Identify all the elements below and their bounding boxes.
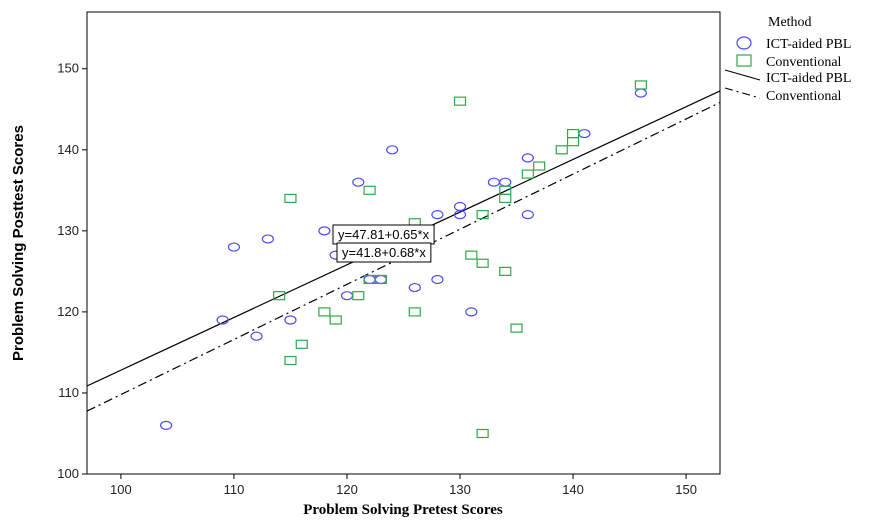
point-ict-aided-pbl [408,282,421,293]
point-ict-aided-pbl [431,274,444,285]
point-conventional [499,193,512,204]
x-tick-label: 130 [449,482,471,497]
point-conventional [453,96,467,106]
point-ict-aided-pbl [227,242,241,252]
legend-dashdot-line-icon [724,87,761,99]
y-axis-title: Problem Solving Posttest Scores [10,125,27,361]
point-conventional [566,128,580,139]
legend-item-label: ICT-aided PBL [766,37,851,52]
x-tick-label: 100 [110,482,132,497]
point-ict-aided-pbl [521,153,534,163]
point-ict-aided-pbl [352,177,365,187]
legend-solid-line-icon [724,69,761,81]
x-axis: 100 110 120 130 140 150 [110,474,697,497]
x-tick-label: 150 [675,482,697,497]
x-tick-label: 110 [224,482,245,497]
point-conventional [363,185,376,195]
point-conventional [555,145,568,155]
point-ict-aided-pbl [250,331,263,341]
point-conventional [284,193,297,204]
point-conventional [634,80,647,90]
point-ict-aided-pbl [465,307,478,317]
point-conventional [329,315,342,325]
x-axis-title: Problem Solving Pretest Scores [303,502,503,518]
point-ict-aided-pbl [386,145,399,155]
point-conventional [465,250,478,260]
x-tick-label: 120 [336,482,358,497]
legend-item-label: Conventional [766,55,842,70]
point-conventional [499,266,512,276]
fit-line-conventional [87,101,720,412]
equation-label: y=47.81+0.65*x [338,227,430,242]
point-ict-aided-pbl [431,210,444,220]
legend-title: Method [768,15,812,30]
legend-item-label: ICT-aided PBL [766,71,851,86]
y-tick-label: 100 [57,466,79,481]
point-conventional [374,274,387,285]
data-points [160,80,647,439]
point-conventional [284,355,297,366]
y-tick-label: 120 [57,304,79,319]
y-tick-label: 150 [57,61,79,76]
legend-item-label: Conventional [766,89,842,104]
y-tick-label: 140 [57,142,79,157]
point-ict-aided-pbl [284,315,297,325]
point-conventional [476,428,489,439]
point-ict-aided-pbl [318,226,331,236]
point-ict-aided-pbl [453,210,467,220]
point-conventional [295,339,308,349]
equation-labels: y=47.81+0.65*x y=41.8+0.68*x [332,224,435,263]
point-conventional [510,323,523,333]
y-axis: 100 110 120 130 140 150 [57,61,87,481]
equation-label: y=41.8+0.68*x [342,245,426,260]
y-tick-label: 130 [57,223,79,238]
point-conventional [476,210,489,220]
point-conventional [476,258,489,268]
point-ict-aided-pbl [521,210,534,220]
point-conventional [273,291,286,301]
point-ict-aided-pbl [160,420,173,430]
equation-box [336,242,432,263]
legend-circle-icon [736,36,752,50]
point-conventional [318,307,331,317]
point-conventional [352,291,365,301]
point-conventional [521,169,534,179]
point-ict-aided-pbl [261,234,274,244]
point-ict-aided-pbl [216,315,229,325]
legend-square-icon [736,54,752,67]
point-conventional [408,307,421,317]
point-conventional [533,161,546,171]
y-tick-label: 110 [58,385,79,400]
x-tick-label: 140 [562,482,584,497]
